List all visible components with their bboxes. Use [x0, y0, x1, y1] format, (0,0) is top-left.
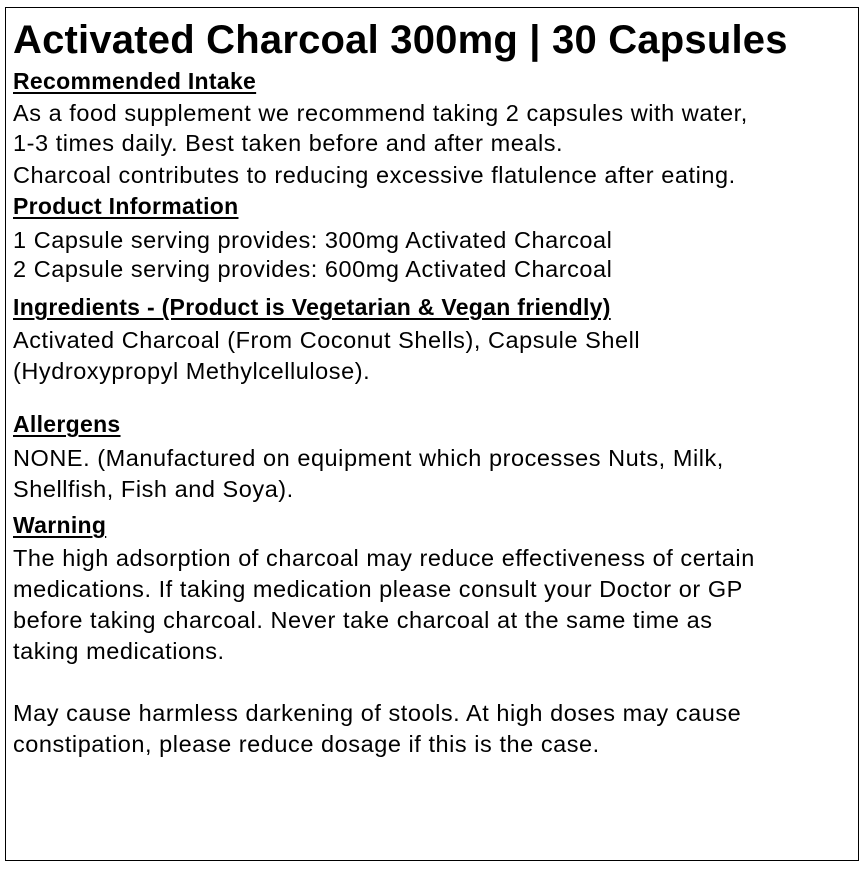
page-title: Activated Charcoal 300mg | 30 Capsules: [13, 18, 788, 62]
heading-allergens: Allergens: [13, 411, 121, 437]
heading-recommended-intake: Recommended Intake: [13, 68, 257, 94]
warning-line: taking medications.: [13, 638, 225, 664]
ingredients-line: Activated Charcoal (From Coconut Shells)…: [13, 327, 641, 353]
product-line: 1 Capsule serving provides: 300mg Activa…: [13, 227, 613, 253]
allergens-line: Shellfish, Fish and Soya).: [13, 476, 294, 502]
product-line: 2 Capsule serving provides: 600mg Activa…: [13, 256, 613, 282]
intake-line: Charcoal contributes to reducing excessi…: [13, 162, 736, 188]
warning-line: constipation, please reduce dosage if th…: [13, 731, 600, 757]
heading-product-information: Product Information: [13, 193, 239, 219]
intake-line: 1-3 times daily. Best taken before and a…: [13, 130, 564, 156]
ingredients-line: (Hydroxypropyl Methylcellulose).: [13, 358, 371, 384]
warning-line: before taking charcoal. Never take charc…: [13, 607, 713, 633]
warning-line: May cause harmless darkening of stools. …: [13, 700, 742, 726]
allergens-line: NONE. (Manufactured on equipment which p…: [13, 445, 724, 471]
label-frame: [5, 7, 859, 861]
heading-ingredients: Ingredients - (Product is Vegetarian & V…: [13, 294, 611, 320]
intake-line: As a food supplement we recommend taking…: [13, 100, 748, 126]
heading-warning: Warning: [13, 512, 107, 538]
warning-line: medications. If taking medication please…: [13, 576, 743, 602]
warning-line: The high adsorption of charcoal may redu…: [13, 545, 755, 571]
